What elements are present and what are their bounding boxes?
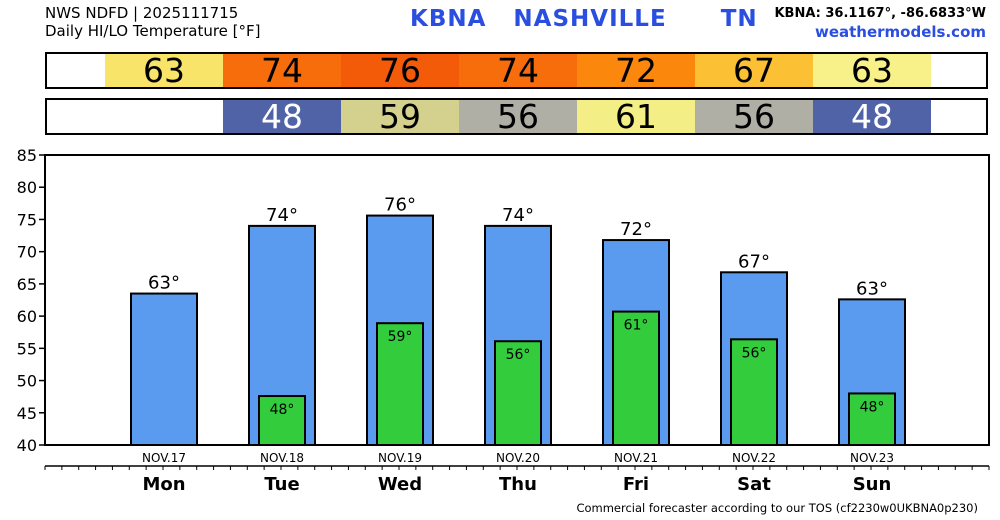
high-cell-sun: 63	[813, 51, 931, 90]
y-tick-label: 80	[17, 178, 37, 197]
low-bar-thu	[494, 340, 542, 446]
low-bar-sat	[730, 338, 778, 446]
low-bar-sun	[848, 392, 896, 447]
high-bar-label: 63°	[148, 273, 180, 294]
date-label: NOV.20	[496, 451, 540, 465]
low-bar-label: 56°	[742, 345, 767, 361]
y-tick-label: 60	[17, 307, 37, 326]
low-bar-label: 61°	[624, 318, 649, 334]
y-tick-label: 50	[17, 372, 37, 391]
low-bar-wed	[376, 322, 424, 447]
high-cell-sat: 67	[695, 51, 813, 90]
station-title: KBNA NASHVILLE TN	[410, 6, 758, 32]
y-tick-label: 85	[17, 146, 37, 165]
low-bar-label: 48°	[860, 399, 885, 415]
high-bar-label: 74°	[266, 205, 298, 226]
high-bar-label: 76°	[384, 195, 416, 216]
station-coordinates: KBNA: 36.1167°, -86.6833°W	[774, 6, 986, 21]
low-bar-label: 56°	[506, 347, 531, 363]
low-bar-tue	[258, 395, 306, 446]
low-cell-wed: 59	[341, 97, 459, 136]
day-label: Sat	[737, 474, 771, 495]
date-label: NOV.23	[850, 451, 894, 465]
y-tick-label: 65	[17, 275, 37, 294]
product-title: NWS NDFD | 2025111715	[45, 4, 239, 22]
high-cell-thu: 74	[459, 51, 577, 90]
day-label: Sun	[853, 474, 892, 495]
date-label: NOV.22	[732, 451, 776, 465]
product-subtitle: Daily HI/LO Temperature [°F]	[45, 22, 261, 40]
y-tick-label: 70	[17, 243, 37, 262]
date-label: NOV.18	[260, 451, 304, 465]
day-label: Mon	[142, 474, 185, 495]
high-bar-label: 67°	[738, 251, 770, 272]
low-cell-mon	[105, 100, 223, 133]
footer-note: Commercial forecaster according to our T…	[576, 501, 978, 515]
low-cell-tue: 48	[223, 97, 341, 136]
high-cell-wed: 76	[341, 51, 459, 90]
day-label: Tue	[264, 474, 299, 495]
day-label: Fri	[623, 474, 649, 495]
high-temperature-strip: 63 74 76 74 72 67 63	[45, 51, 988, 90]
low-temperature-strip: 48 59 56 61 56 48	[45, 97, 988, 136]
high-bar-label: 72°	[620, 219, 652, 240]
y-tick-label: 75	[17, 210, 37, 229]
day-label: Wed	[378, 474, 422, 495]
site-link[interactable]: weathermodels.com	[814, 23, 986, 41]
y-tick-label: 55	[17, 339, 37, 358]
high-cell-fri: 72	[577, 51, 695, 90]
low-cell-sun: 48	[813, 97, 931, 136]
day-label: Thu	[499, 474, 537, 495]
low-bar-label: 59°	[388, 329, 413, 345]
high-bar-mon	[130, 292, 198, 446]
date-label: NOV.19	[378, 451, 422, 465]
high-bar-label: 63°	[856, 278, 888, 299]
high-cell-tue: 74	[223, 51, 341, 90]
y-tick-label: 45	[17, 404, 37, 423]
low-cell-fri: 61	[577, 97, 695, 136]
date-label: NOV.21	[614, 451, 658, 465]
low-bar-label: 48°	[270, 402, 295, 418]
low-cell-thu: 56	[459, 97, 577, 136]
high-bar-label: 74°	[502, 205, 534, 226]
low-cell-sat: 56	[695, 97, 813, 136]
high-cell-mon: 63	[105, 51, 223, 90]
y-tick-label: 40	[17, 436, 37, 455]
low-bar-fri	[612, 310, 660, 446]
date-label: NOV.17	[142, 451, 186, 465]
